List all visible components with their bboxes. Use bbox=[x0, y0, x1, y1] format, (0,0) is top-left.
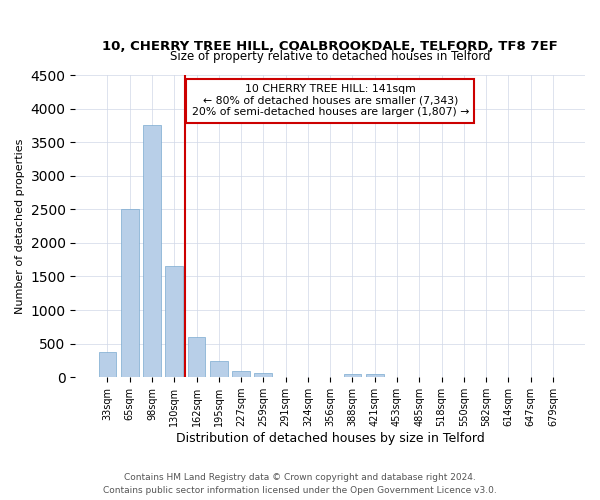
Bar bbox=[210, 361, 228, 377]
Bar bbox=[166, 266, 183, 377]
Text: Contains HM Land Registry data © Crown copyright and database right 2024.
Contai: Contains HM Land Registry data © Crown c… bbox=[103, 474, 497, 495]
Bar bbox=[254, 373, 272, 377]
Bar bbox=[366, 374, 383, 377]
Y-axis label: Number of detached properties: Number of detached properties bbox=[15, 138, 25, 314]
Text: Size of property relative to detached houses in Telford: Size of property relative to detached ho… bbox=[170, 50, 490, 63]
Bar bbox=[344, 374, 361, 377]
Bar bbox=[232, 370, 250, 377]
Bar bbox=[98, 352, 116, 377]
Bar bbox=[188, 337, 205, 377]
Bar bbox=[121, 210, 139, 377]
Bar bbox=[143, 126, 161, 377]
X-axis label: Distribution of detached houses by size in Telford: Distribution of detached houses by size … bbox=[176, 432, 485, 445]
Title: 10, CHERRY TREE HILL, COALBROOKDALE, TELFORD, TF8 7EF: 10, CHERRY TREE HILL, COALBROOKDALE, TEL… bbox=[103, 40, 558, 53]
Text: 10 CHERRY TREE HILL: 141sqm
← 80% of detached houses are smaller (7,343)
20% of : 10 CHERRY TREE HILL: 141sqm ← 80% of det… bbox=[191, 84, 469, 117]
